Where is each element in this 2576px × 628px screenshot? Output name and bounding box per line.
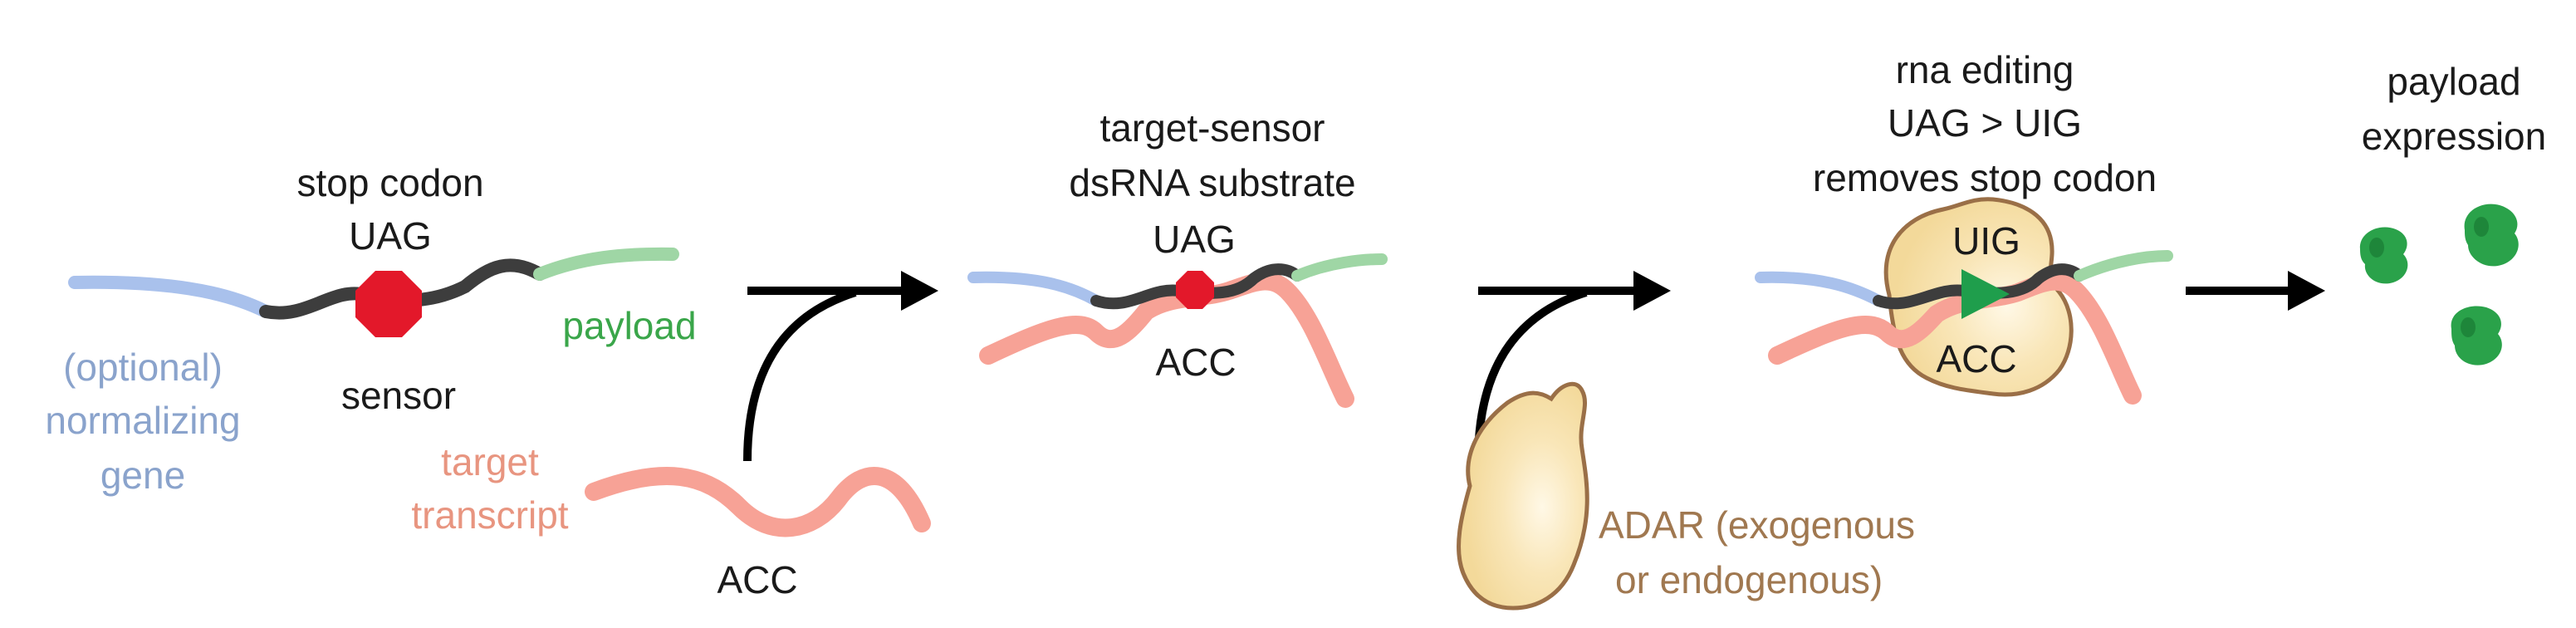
green-protein-icon	[2464, 204, 2519, 267]
normalizing-gene-label-line2: normalizing	[45, 399, 240, 442]
editing-title-line3: removes stop codon	[1813, 156, 2157, 199]
payload-strand	[533, 247, 679, 281]
panel-adar: ADAR (exogenous or endogenous)	[1457, 381, 1915, 611]
panel-dsrna-substrate: target-sensor dsRNA substrate UAG ACC	[967, 106, 1388, 408]
dsrna-title-line1: target-sensor	[1099, 106, 1325, 150]
editing-title-line2: UAG > UIG	[1888, 101, 2082, 145]
green-triangle-icon	[1961, 269, 2010, 319]
adar-blob-icon	[1457, 381, 1589, 611]
adar-label-line2: or endogenous)	[1615, 558, 1883, 601]
arrow-3	[2186, 271, 2325, 311]
editing-codon-bottom: ACC	[1936, 337, 2016, 380]
dsrna-codon-top: UAG	[1153, 218, 1236, 261]
panel-rna-editing: rna editing UAG > UIG removes stop codon…	[1755, 48, 2173, 405]
dsrna-normalizing-strand	[967, 271, 1102, 307]
stop-codon-sequence: UAG	[349, 214, 432, 258]
editing-codon-top: UIG	[1952, 219, 2020, 262]
adar-label-line1: ADAR (exogenous	[1599, 503, 1915, 547]
normalizing-gene-label-line3: gene	[100, 454, 185, 497]
dsrna-stop-codon-icon	[1176, 271, 1214, 309]
target-transcript-label-line2: transcript	[411, 493, 568, 537]
editing-normalizing-strand	[1755, 271, 1884, 307]
target-transcript-strand	[585, 466, 931, 537]
dsrna-title-line2: dsRNA substrate	[1069, 161, 1355, 204]
green-protein-icon	[2451, 306, 2502, 366]
stop-codon-icon	[355, 271, 422, 337]
dsrna-payload-strand	[1291, 253, 1388, 282]
normalizing-gene-label-line1: (optional)	[63, 346, 223, 389]
target-transcript-label-line1: target	[441, 440, 539, 483]
panel-payload-expression: payload expression	[2359, 60, 2546, 366]
payload-expression-line2: expression	[2362, 115, 2546, 158]
sensor-label: sensor	[341, 374, 456, 417]
payload-label: payload	[562, 304, 696, 347]
green-protein-icon	[2359, 227, 2408, 284]
editing-title-line1: rna editing	[1896, 48, 2074, 91]
payload-expression-line1: payload	[2387, 60, 2520, 103]
stop-codon-title: stop codon	[296, 161, 483, 204]
target-codon-label: ACC	[717, 558, 797, 601]
editing-payload-strand	[2074, 250, 2173, 282]
panel-sensor-construct: stop codon UAG payload sensor (optional)…	[45, 161, 931, 601]
dsrna-codon-bottom: ACC	[1155, 341, 1236, 384]
arrow-1	[743, 271, 938, 462]
normalizing-gene-strand	[68, 275, 272, 318]
